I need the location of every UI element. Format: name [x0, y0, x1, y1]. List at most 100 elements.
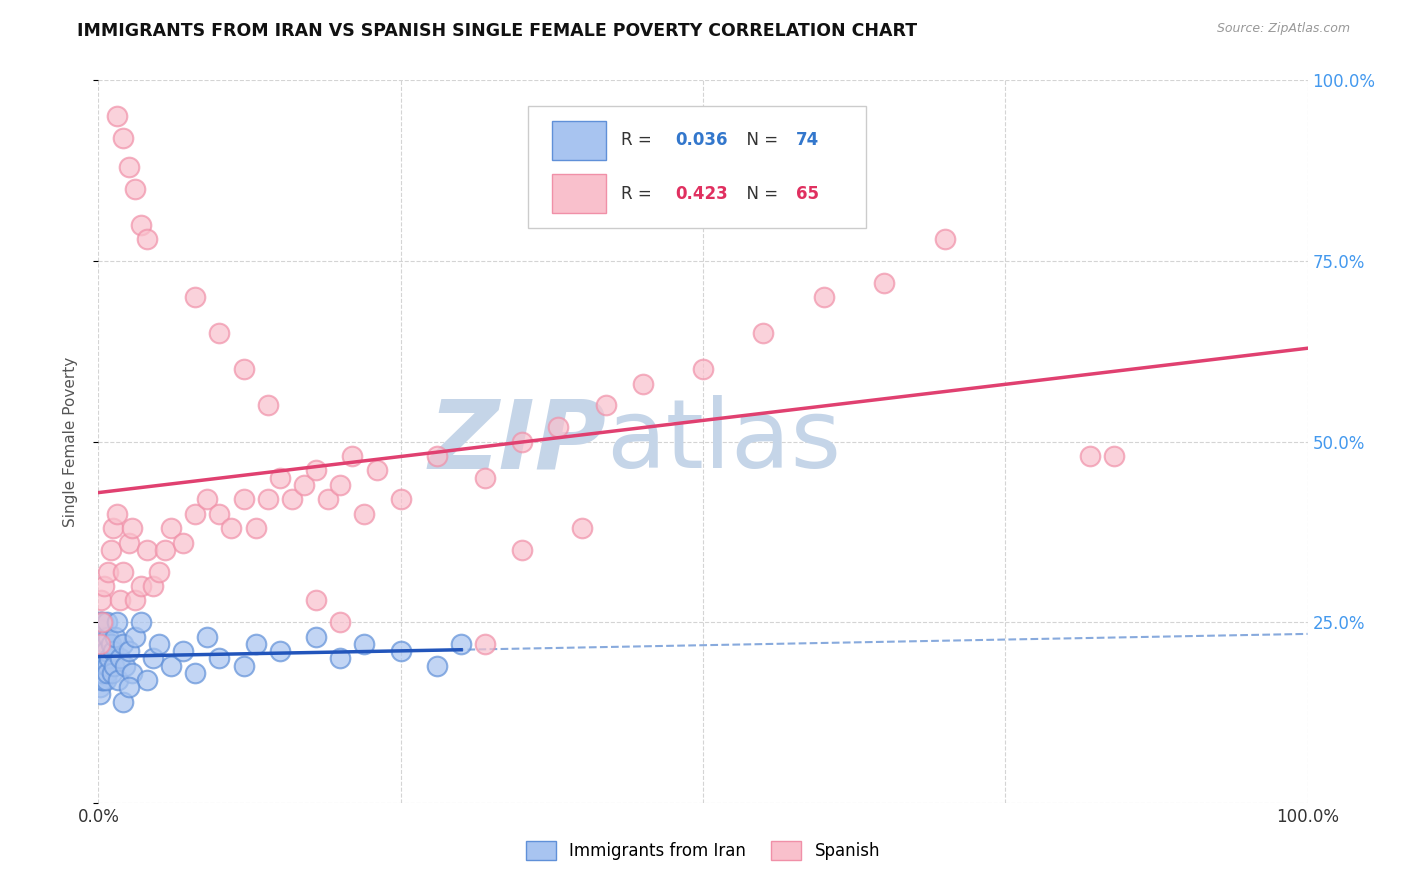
- Point: [111, 637, 134, 651]
- Point: [129, 579, 152, 593]
- Point: [353, 507, 375, 521]
- Point: [208, 507, 231, 521]
- Point: [142, 651, 165, 665]
- Point: [91, 644, 114, 658]
- Point: [153, 542, 176, 557]
- Point: [631, 376, 654, 391]
- Point: [114, 658, 136, 673]
- Point: [129, 218, 152, 232]
- Point: [91, 651, 114, 665]
- Y-axis label: Single Female Poverty: Single Female Poverty: [63, 357, 77, 526]
- Point: [93, 658, 115, 673]
- Point: [90, 651, 112, 665]
- Point: [135, 673, 157, 687]
- Text: 65: 65: [796, 185, 820, 202]
- Text: 0.036: 0.036: [675, 131, 728, 149]
- Point: [96, 658, 118, 673]
- Text: R =: R =: [621, 131, 657, 149]
- Point: [389, 492, 412, 507]
- Point: [281, 492, 304, 507]
- Point: [571, 521, 593, 535]
- Point: [100, 665, 122, 680]
- Text: R =: R =: [621, 185, 657, 202]
- Legend: Immigrants from Iran, Spanish: Immigrants from Iran, Spanish: [519, 835, 887, 867]
- Point: [89, 665, 111, 680]
- Point: [90, 593, 112, 607]
- Point: [256, 492, 278, 507]
- Point: [91, 673, 114, 687]
- Point: [91, 630, 114, 644]
- Point: [89, 615, 111, 630]
- Point: [813, 290, 835, 304]
- Point: [292, 478, 315, 492]
- Point: [692, 362, 714, 376]
- Point: [547, 420, 569, 434]
- Point: [89, 644, 111, 658]
- Point: [118, 680, 141, 694]
- Point: [172, 535, 194, 549]
- Point: [256, 398, 278, 412]
- Point: [1078, 449, 1101, 463]
- Point: [111, 695, 134, 709]
- Text: IMMIGRANTS FROM IRAN VS SPANISH SINGLE FEMALE POVERTY CORRELATION CHART: IMMIGRANTS FROM IRAN VS SPANISH SINGLE F…: [77, 22, 918, 40]
- Point: [121, 665, 143, 680]
- FancyBboxPatch shape: [527, 105, 866, 228]
- Point: [595, 398, 617, 412]
- Point: [97, 565, 120, 579]
- Point: [89, 658, 111, 673]
- Point: [160, 521, 183, 535]
- Point: [510, 542, 533, 557]
- Point: [105, 507, 128, 521]
- Point: [1102, 449, 1125, 463]
- Point: [90, 658, 112, 673]
- Point: [172, 644, 194, 658]
- Point: [111, 131, 134, 145]
- Point: [100, 637, 122, 651]
- Point: [90, 644, 112, 658]
- Point: [245, 637, 267, 651]
- Point: [510, 434, 533, 449]
- Point: [135, 232, 157, 246]
- Point: [142, 579, 165, 593]
- Point: [103, 658, 125, 673]
- Point: [342, 449, 364, 463]
- Point: [160, 658, 183, 673]
- Point: [101, 644, 124, 658]
- Point: [221, 521, 243, 535]
- Point: [90, 637, 112, 651]
- FancyBboxPatch shape: [551, 120, 606, 161]
- Point: [90, 665, 112, 680]
- Point: [91, 673, 114, 687]
- Point: [195, 492, 218, 507]
- Point: [91, 658, 114, 673]
- Point: [89, 680, 111, 694]
- Point: [90, 673, 112, 687]
- Point: [91, 637, 114, 651]
- Point: [873, 276, 896, 290]
- Point: [94, 644, 117, 658]
- Point: [91, 630, 114, 644]
- Point: [104, 630, 127, 644]
- Point: [135, 542, 157, 557]
- Point: [89, 637, 111, 651]
- Point: [148, 637, 170, 651]
- Point: [208, 651, 231, 665]
- Point: [111, 565, 134, 579]
- Point: [474, 637, 496, 651]
- Point: [96, 665, 118, 680]
- Point: [124, 593, 146, 607]
- Point: [208, 326, 231, 340]
- Point: [474, 470, 496, 484]
- Point: [93, 630, 115, 644]
- Point: [89, 623, 111, 637]
- Point: [232, 492, 254, 507]
- Text: atlas: atlas: [606, 395, 841, 488]
- Point: [389, 644, 412, 658]
- FancyBboxPatch shape: [551, 174, 606, 213]
- Point: [93, 579, 115, 593]
- Point: [118, 644, 141, 658]
- Point: [184, 665, 207, 680]
- Point: [232, 362, 254, 376]
- Text: N =: N =: [735, 131, 783, 149]
- Text: 0.423: 0.423: [675, 185, 728, 202]
